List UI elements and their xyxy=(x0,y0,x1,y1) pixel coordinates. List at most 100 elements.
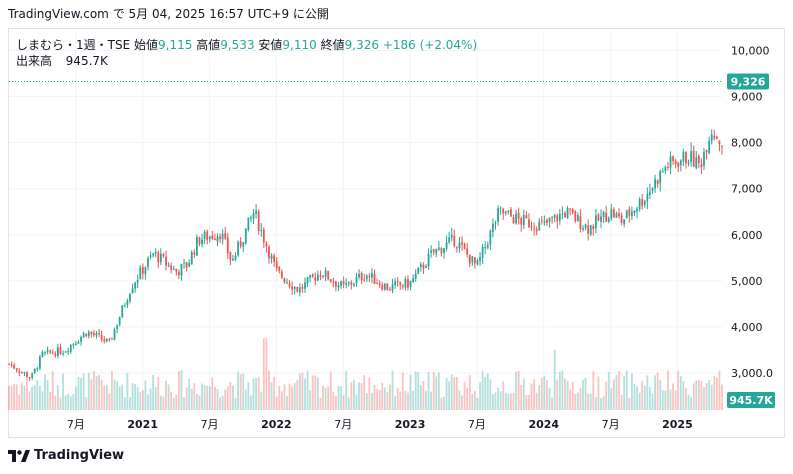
candle-body xyxy=(602,211,605,218)
volume-bar xyxy=(206,385,209,410)
legend-close-value: 9,326 xyxy=(344,38,379,52)
candle-body xyxy=(342,280,345,285)
candle-body xyxy=(582,228,584,230)
volume-bar xyxy=(368,377,371,410)
volume-bar xyxy=(594,397,597,410)
candle-body xyxy=(638,198,641,210)
candle-body xyxy=(471,256,474,263)
candle-body xyxy=(350,282,353,285)
candle-body xyxy=(180,263,183,276)
volume-bar xyxy=(358,382,360,410)
candle-body xyxy=(538,221,541,231)
volume-bar xyxy=(347,397,350,410)
volume-bar xyxy=(80,377,82,410)
candle-body xyxy=(383,284,386,290)
candle-body xyxy=(463,243,466,249)
volume-bar xyxy=(690,397,693,410)
candle-body xyxy=(502,208,505,214)
candle-body xyxy=(201,239,203,245)
volume-bar xyxy=(674,390,677,410)
candle-body xyxy=(345,283,348,285)
volume-bar xyxy=(440,397,443,410)
candle-body xyxy=(473,257,476,264)
candle-body xyxy=(139,267,142,280)
candle-body xyxy=(649,191,651,196)
volume-bar xyxy=(87,372,90,410)
candle-body xyxy=(57,347,59,357)
y-tick-label: 7,000 xyxy=(731,183,763,196)
volume-bar xyxy=(512,392,515,410)
volume-bar xyxy=(322,385,324,410)
candle-body xyxy=(512,217,515,224)
candle-body xyxy=(214,239,216,241)
candle-body xyxy=(584,224,587,228)
volume-bar xyxy=(152,374,155,410)
candle-body xyxy=(288,283,291,287)
volume-bar xyxy=(216,389,219,410)
volume-bar xyxy=(123,397,126,410)
candle-body xyxy=(432,249,435,253)
volume-bar xyxy=(345,370,348,410)
volume-bar xyxy=(425,390,427,410)
volume-bar xyxy=(548,388,551,410)
candle-body xyxy=(610,209,613,219)
volume-bar xyxy=(190,388,193,410)
volume-bar xyxy=(95,375,98,410)
volume-bar xyxy=(232,385,234,410)
volume-bar xyxy=(682,381,685,410)
volume-bar xyxy=(139,392,142,410)
volume-bar xyxy=(183,397,185,410)
candle-body xyxy=(708,141,711,153)
volume-bar xyxy=(103,385,106,410)
volume-bar xyxy=(244,389,247,410)
volume-bar xyxy=(340,386,342,410)
candle-body xyxy=(324,270,327,277)
volume-bar xyxy=(180,370,183,410)
legend-high-value: 9,533 xyxy=(220,38,255,52)
candle-body xyxy=(196,236,198,256)
volume-bar xyxy=(510,393,512,410)
candle-body xyxy=(316,274,319,281)
volume-bar xyxy=(44,373,46,410)
volume-bar xyxy=(69,396,72,410)
candle-body xyxy=(64,351,67,353)
candle-body xyxy=(72,344,75,346)
candle-body xyxy=(118,317,121,325)
candle-body xyxy=(576,215,579,222)
candle-body xyxy=(543,221,546,223)
candle-body xyxy=(455,247,458,249)
volume-bar xyxy=(463,381,466,410)
volume-bar xyxy=(314,375,317,410)
volume-bar xyxy=(38,385,41,410)
volume-bar xyxy=(520,384,523,410)
volume-bar xyxy=(448,381,451,410)
candle-body xyxy=(435,248,438,254)
candle-body xyxy=(157,252,160,263)
legend-close-label: 終値 xyxy=(320,38,345,52)
volume-bar xyxy=(162,396,165,410)
volume-bar xyxy=(649,387,651,410)
volume-bar xyxy=(515,371,517,410)
candle-body xyxy=(206,231,209,241)
volume-bar xyxy=(219,397,221,410)
volume-bar xyxy=(301,372,304,410)
volume-bar xyxy=(651,393,654,410)
candle-body xyxy=(643,200,646,205)
volume-bar xyxy=(401,372,404,410)
candle-body xyxy=(100,335,103,340)
volume-bar xyxy=(672,383,674,410)
candle-body xyxy=(283,278,286,283)
volume-bar xyxy=(298,373,301,410)
volume-bar xyxy=(661,390,664,410)
candle-body xyxy=(414,273,417,279)
legend-high-label: 高値 xyxy=(196,38,221,52)
legend-change: +186 (+2.04%) xyxy=(382,38,478,52)
candle-body xyxy=(607,218,610,222)
volume-bar xyxy=(376,389,378,410)
volume-bar xyxy=(389,384,391,410)
candle-body xyxy=(36,368,39,370)
candle-body xyxy=(710,134,713,142)
footer-logo[interactable]: TradingView xyxy=(8,448,124,463)
volume-bar xyxy=(636,386,638,410)
